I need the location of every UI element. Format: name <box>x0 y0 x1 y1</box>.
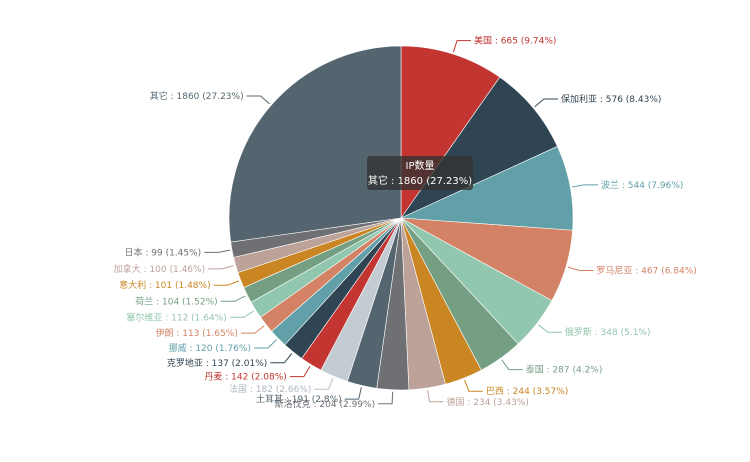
slice-label-11: 丹麦 : 142 (2.08%) <box>204 371 286 383</box>
leader-line-0 <box>452 40 471 53</box>
slice-label-15: 塞尔维亚 : 112 (1.64%) <box>126 311 226 323</box>
leader-line-10 <box>314 378 334 390</box>
slice-label-2: 波兰 : 544 (7.96%) <box>601 179 683 191</box>
slice-label-9: 土耳其 : 191 (2.8%) <box>256 393 342 405</box>
leader-line-20 <box>246 95 270 105</box>
slice-label-17: 意大利 : 101 (1.48%) <box>119 279 210 291</box>
slice-label-0: 美国 : 665 (9.74%) <box>474 35 556 47</box>
tooltip-background <box>367 156 473 190</box>
slice-label-14: 伊朗 : 113 (1.65%) <box>155 327 237 339</box>
leader-line-14 <box>240 325 265 334</box>
leader-line-11 <box>289 366 311 378</box>
pie-slice-20[interactable] <box>228 45 402 243</box>
leader-line-17 <box>213 280 239 286</box>
slice-label-20: 其它 : 1860 (27.23%) <box>150 90 244 102</box>
slice-label-5: 泰国 : 287 (4.2%) <box>526 364 603 376</box>
label-leader-lines <box>204 40 598 405</box>
slice-label-4: 俄罗斯 : 348 (5.1%) <box>565 326 651 338</box>
slice-label-18: 加拿大 : 100 (1.46%) <box>114 263 205 275</box>
leader-line-13 <box>254 339 277 349</box>
leader-line-16 <box>220 295 246 302</box>
pie-slices <box>228 45 574 391</box>
tooltip: IP数量 其它 : 1860 (27.23%) <box>367 156 473 190</box>
slice-label-16: 荷兰 : 104 (1.52%) <box>135 295 217 307</box>
slice-label-19: 日本 : 99 (1.45%) <box>125 246 202 258</box>
leader-line-4 <box>538 324 562 333</box>
slice-labels: 美国 : 665 (9.74%) 保加利亚 : 576 (8.43%) 波兰 : 5… <box>114 35 697 410</box>
slice-label-8: 斯洛伐克 : 204 (2.99%) <box>275 398 375 410</box>
leader-line-9 <box>344 387 362 400</box>
leader-line-15 <box>229 310 255 318</box>
leader-line-1 <box>534 98 558 108</box>
slice-label-6: 巴西 : 244 (3.57%) <box>486 386 568 397</box>
slice-label-7: 德国 : 234 (3.43%) <box>447 396 529 408</box>
leader-line-7 <box>427 389 444 403</box>
leader-line-3 <box>567 266 594 271</box>
leader-line-18 <box>208 265 234 270</box>
slice-label-3: 罗马尼亚 : 467 (6.84%) <box>596 266 696 277</box>
leader-line-19 <box>204 249 231 253</box>
leader-line-2 <box>572 184 598 188</box>
leader-line-5 <box>501 359 523 371</box>
leader-line-6 <box>464 379 483 392</box>
tooltip-value: 其它 : 1860 (27.23%) <box>368 174 472 187</box>
slice-label-10: 法国 : 182 (2.66%) <box>229 383 311 395</box>
leader-line-8 <box>378 391 394 405</box>
tooltip-title: IP数量 <box>406 159 435 172</box>
slice-label-1: 保加利亚 : 576 (8.43%) <box>561 93 661 105</box>
slice-label-13: 挪威 : 120 (1.76%) <box>169 342 251 354</box>
leader-line-12 <box>270 353 293 364</box>
slice-label-12: 克罗地亚 : 137 (2.01%) <box>167 357 267 369</box>
